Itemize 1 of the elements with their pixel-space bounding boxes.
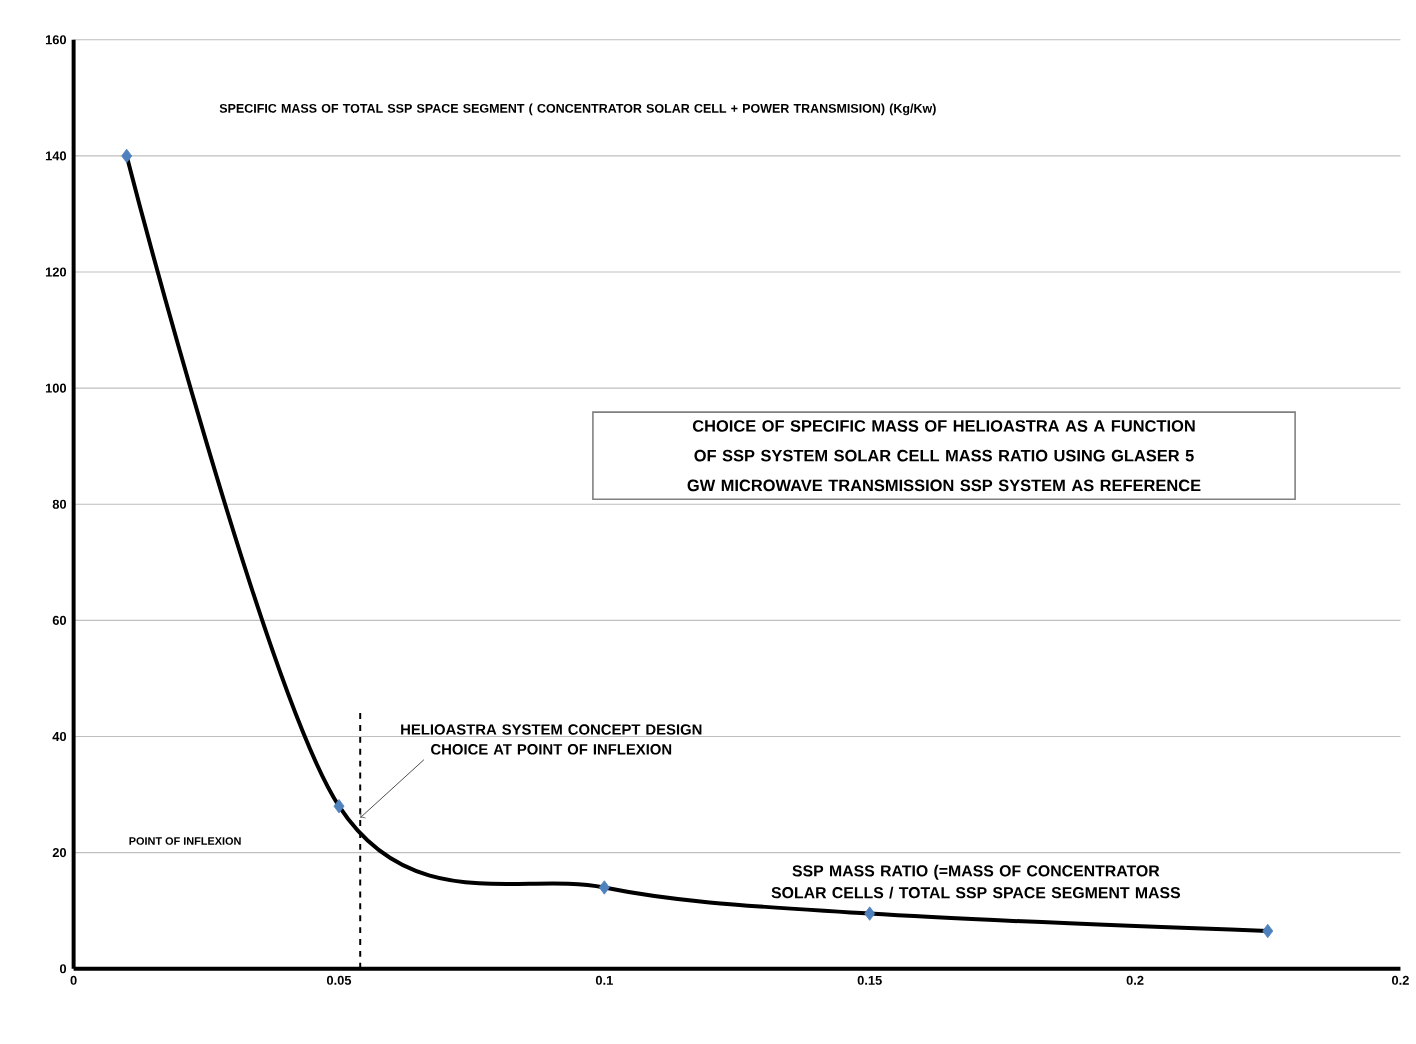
text: CHOICE OF SPECIFIC MASS OF HELIOASTRA AS A FUNCTION OF SSP SYSTEM SOLAR CELL MASS RATIO USING GLASER 5 GW MICROWAVE TRANSMISSION SSP SYSTEM AS REFERENCE	[687, 419, 1201, 492]
